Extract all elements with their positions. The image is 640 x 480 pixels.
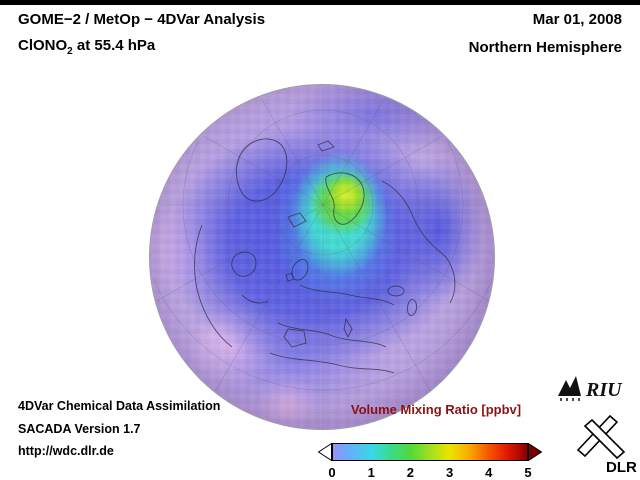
tick-label-3: 3 — [445, 465, 454, 480]
colorbar-title: Volume Mixing Ratio [ppbv] — [350, 402, 522, 417]
pressure-level: at 55.4 hPa — [72, 37, 156, 54]
tick-label-2: 2 — [406, 465, 415, 480]
assimilation-label: 4DVar Chemical Data Assimilation — [18, 399, 221, 413]
wdc-url: http://wdc.dlr.de — [18, 444, 114, 458]
species-subscript: 2 — [67, 46, 73, 57]
region-label: Northern Hemisphere — [468, 39, 622, 56]
plot-title: GOME−2 / MetOp − 4DVar Analysis — [18, 11, 266, 28]
colorbar-tick-labels: 0 1 2 3 4 5 — [328, 465, 532, 480]
hemisphere-map — [149, 84, 495, 430]
riu-logo-icon — [558, 376, 581, 396]
footer-credits: 4DVar Chemical Data Assimilation SACADA … — [18, 400, 220, 468]
colorbar-underflow-arrow-icon — [318, 443, 332, 461]
dlr-logo-icon — [576, 414, 626, 460]
date-label: Mar 01, 2008 — [532, 11, 622, 28]
header-right: Mar 01, 2008 Northern Hemisphere — [469, 12, 622, 55]
tick-label-1: 1 — [367, 465, 375, 480]
dlr-logo-text: DLR — [606, 459, 637, 474]
colorbar — [318, 443, 542, 461]
tick-label-4: 4 — [485, 465, 493, 480]
top-border — [0, 0, 640, 5]
coastline-graticule-overlay — [152, 87, 494, 429]
riu-logo-text: RIU — [585, 379, 623, 401]
header-left: GOME−2 / MetOp − 4DVar Analysis ClONO2 a… — [18, 12, 265, 57]
colorbar-overflow-arrow-icon — [528, 443, 542, 461]
riu-logo: RIU — [556, 376, 632, 407]
tick-label-5: 5 — [524, 465, 532, 480]
dlr-logo: DLR — [572, 410, 640, 479]
version-label: SACADA Version 1.7 — [18, 421, 141, 436]
species-level-label: ClONO2 at 55.4 hPa — [18, 38, 265, 57]
tick-label-0: 0 — [328, 465, 336, 480]
colorbar-gradient — [332, 443, 528, 461]
graticule — [152, 87, 494, 429]
species-name: ClONO — [18, 37, 68, 54]
coastlines — [194, 138, 456, 374]
